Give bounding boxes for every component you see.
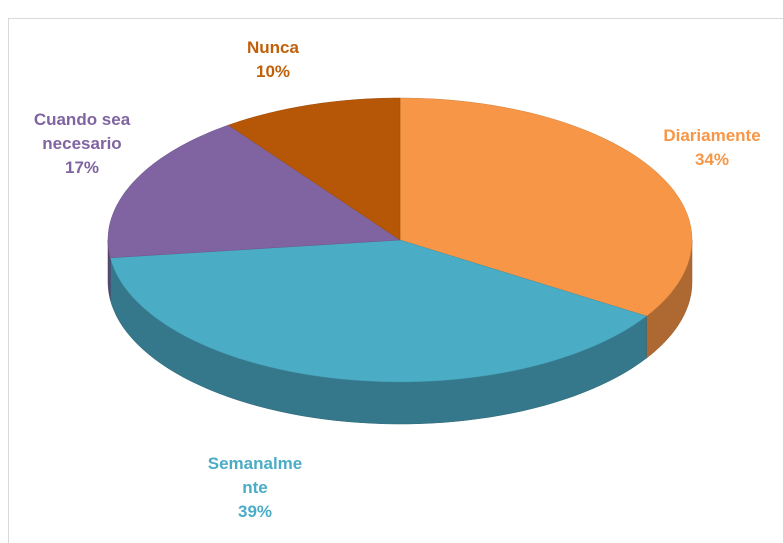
- category-label: Semanalmente: [207, 454, 303, 497]
- category-label: Nunca: [247, 38, 299, 57]
- data-label: Diariamente 34%: [632, 124, 783, 172]
- value-label: 34%: [694, 150, 730, 169]
- data-label: Nunca 10%: [233, 36, 313, 84]
- chart-frame: [8, 18, 783, 543]
- value-label: 17%: [64, 158, 100, 177]
- value-label: 10%: [255, 62, 291, 81]
- slice: [107, 124, 401, 259]
- pie-tops: [107, 97, 693, 383]
- value-label: 39%: [237, 502, 273, 521]
- slice: [399, 97, 693, 317]
- data-label: Semanalmente 39%: [208, 452, 303, 524]
- data-label: Cuando sea necesario 17%: [17, 108, 147, 180]
- category-label: Cuando sea necesario: [33, 110, 131, 153]
- slice: [109, 239, 648, 383]
- category-label: Diariamente: [663, 126, 761, 145]
- slice: [227, 97, 401, 241]
